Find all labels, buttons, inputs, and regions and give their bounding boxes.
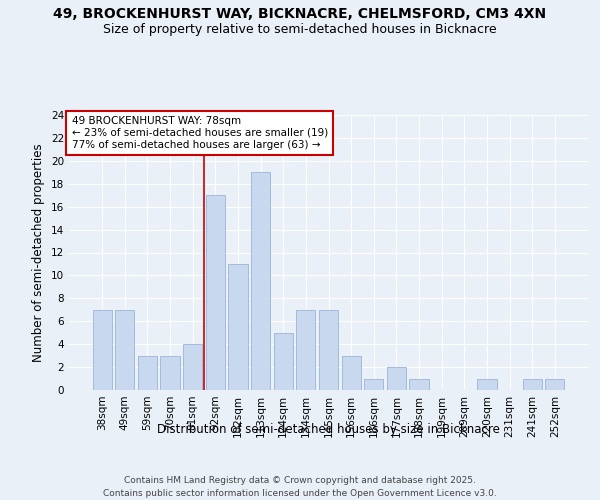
Text: 49 BROCKENHURST WAY: 78sqm
← 23% of semi-detached houses are smaller (19)
77% of: 49 BROCKENHURST WAY: 78sqm ← 23% of semi… [71,116,328,150]
Bar [138,356,157,390]
Text: Contains public sector information licensed under the Open Government Licence v3: Contains public sector information licen… [103,489,497,498]
Bar [545,378,565,390]
Text: Contains HM Land Registry data © Crown copyright and database right 2025.: Contains HM Land Registry data © Crown c… [124,476,476,485]
Bar [296,310,316,390]
Bar [387,367,406,390]
Bar [319,310,338,390]
Bar [160,356,180,390]
Text: 49, BROCKENHURST WAY, BICKNACRE, CHELMSFORD, CM3 4XN: 49, BROCKENHURST WAY, BICKNACRE, CHELMSF… [53,8,547,22]
Bar [523,378,542,390]
Text: Distribution of semi-detached houses by size in Bicknacre: Distribution of semi-detached houses by … [157,422,500,436]
Bar [115,310,134,390]
Bar [251,172,270,390]
Bar [92,310,112,390]
Bar [477,378,497,390]
Bar [274,332,293,390]
Bar [206,195,225,390]
Y-axis label: Number of semi-detached properties: Number of semi-detached properties [32,143,46,362]
Bar [341,356,361,390]
Bar [364,378,383,390]
Text: Size of property relative to semi-detached houses in Bicknacre: Size of property relative to semi-detach… [103,22,497,36]
Bar [409,378,428,390]
Bar [229,264,248,390]
Bar [183,344,202,390]
